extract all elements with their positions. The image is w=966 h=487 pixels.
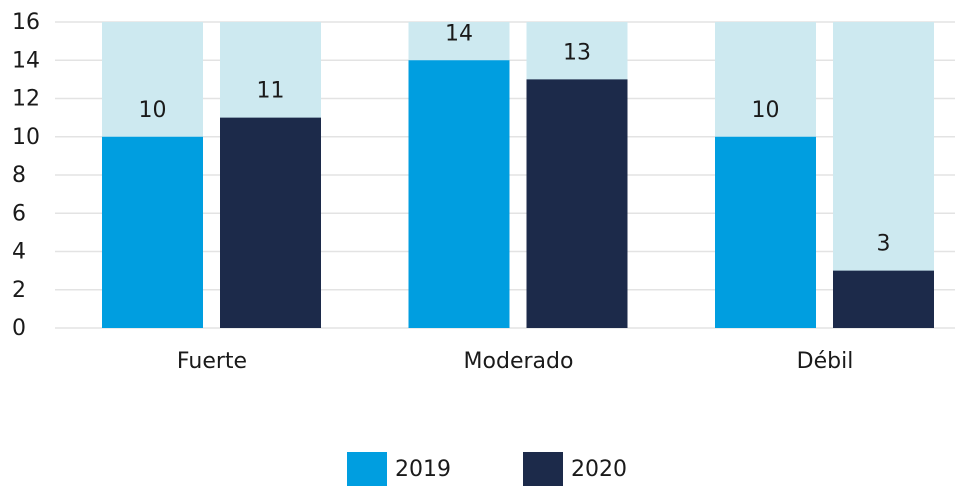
y-tick-label: 2 [12,278,26,303]
bar [526,79,628,328]
x-tick-label: Débil [797,349,854,374]
legend-label: 2020 [571,457,627,482]
bar [220,117,321,328]
y-tick-label: 8 [12,163,26,188]
y-tick-label: 14 [12,48,40,73]
legend-swatch [347,452,387,486]
bar [102,136,203,328]
bar [408,60,510,328]
x-tick-label: Fuerte [177,349,247,374]
y-tick-label: 16 [12,10,40,35]
y-tick-label: 4 [12,240,26,265]
y-tick-label: 6 [12,201,26,226]
legend-swatch [523,452,563,486]
x-tick-label: Moderado [464,349,574,374]
bar [833,270,934,328]
data-label: 11 [257,79,285,104]
data-label: 13 [563,40,591,65]
data-label: 10 [139,98,167,123]
y-tick-label: 0 [12,316,26,341]
y-tick-label: 12 [12,87,40,112]
y-tick-label: 10 [12,125,40,150]
legend-label: 2019 [395,457,451,482]
data-label: 10 [752,98,780,123]
data-label: 3 [877,232,891,257]
bar [715,136,816,328]
data-label: 14 [445,21,473,46]
